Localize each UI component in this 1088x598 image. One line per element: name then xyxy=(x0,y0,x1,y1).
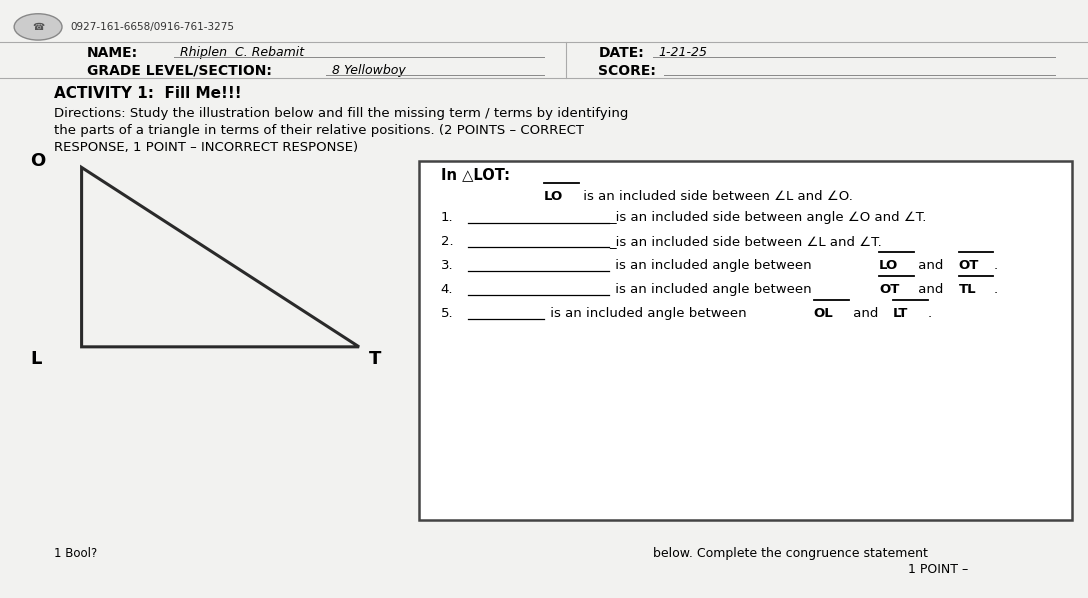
Text: 1 Bool?: 1 Bool? xyxy=(54,547,98,560)
Text: and: and xyxy=(914,259,948,272)
Text: LO: LO xyxy=(879,259,899,272)
Text: In △LOT:: In △LOT: xyxy=(441,167,509,182)
Text: .: . xyxy=(993,283,998,296)
Text: OT: OT xyxy=(959,259,979,272)
Text: NAME:: NAME: xyxy=(87,45,138,60)
Text: below. Complete the congruence statement: below. Complete the congruence statement xyxy=(653,547,928,560)
Text: .: . xyxy=(993,259,998,272)
Text: 1-21-25: 1-21-25 xyxy=(658,46,707,59)
Text: O: O xyxy=(30,152,46,170)
Text: is an included side between ∠L and ∠O.: is an included side between ∠L and ∠O. xyxy=(579,190,853,203)
Text: .: . xyxy=(928,307,932,320)
Text: 1.: 1. xyxy=(441,211,454,224)
Text: OL: OL xyxy=(814,307,833,320)
Text: 2.: 2. xyxy=(441,235,454,248)
Text: ACTIVITY 1:  Fill Me!!!: ACTIVITY 1: Fill Me!!! xyxy=(54,86,242,102)
Text: is an included angle between: is an included angle between xyxy=(546,307,751,320)
Text: _is an included side between ∠L and ∠T.: _is an included side between ∠L and ∠T. xyxy=(609,235,882,248)
Text: L: L xyxy=(30,350,41,368)
Text: LO: LO xyxy=(544,190,564,203)
Text: ☎: ☎ xyxy=(32,22,45,32)
Text: is an included angle between: is an included angle between xyxy=(611,283,816,296)
Text: 5.: 5. xyxy=(441,307,454,320)
Text: the parts of a triangle in terms of their relative positions. (2 POINTS – CORREC: the parts of a triangle in terms of thei… xyxy=(54,124,584,137)
Text: TL: TL xyxy=(959,283,976,296)
Text: LT: LT xyxy=(893,307,908,320)
Text: GRADE LEVEL/SECTION:: GRADE LEVEL/SECTION: xyxy=(87,63,272,78)
Text: and: and xyxy=(849,307,882,320)
Circle shape xyxy=(14,14,62,40)
Text: 0927-161-6658/0916-761-3275: 0927-161-6658/0916-761-3275 xyxy=(71,22,235,32)
Text: 3.: 3. xyxy=(441,259,454,272)
Text: 1 POINT –: 1 POINT – xyxy=(908,563,968,576)
Text: DATE:: DATE: xyxy=(598,45,644,60)
Text: OT: OT xyxy=(879,283,900,296)
Text: 4.: 4. xyxy=(441,283,453,296)
Text: Directions: Study the illustration below and fill the missing term / terms by id: Directions: Study the illustration below… xyxy=(54,107,629,120)
Text: SCORE:: SCORE: xyxy=(598,63,656,78)
Text: 8 Yellowboy: 8 Yellowboy xyxy=(332,64,406,77)
Text: and: and xyxy=(914,283,948,296)
FancyBboxPatch shape xyxy=(419,161,1072,520)
Text: Rhiplen  C. Rebamit: Rhiplen C. Rebamit xyxy=(180,46,304,59)
Text: RESPONSE, 1 POINT – INCORRECT RESPONSE): RESPONSE, 1 POINT – INCORRECT RESPONSE) xyxy=(54,141,359,154)
Text: is an included angle between: is an included angle between xyxy=(611,259,816,272)
Text: _is an included side between angle ∠O and ∠T.: _is an included side between angle ∠O an… xyxy=(609,211,927,224)
Text: T: T xyxy=(369,350,382,368)
